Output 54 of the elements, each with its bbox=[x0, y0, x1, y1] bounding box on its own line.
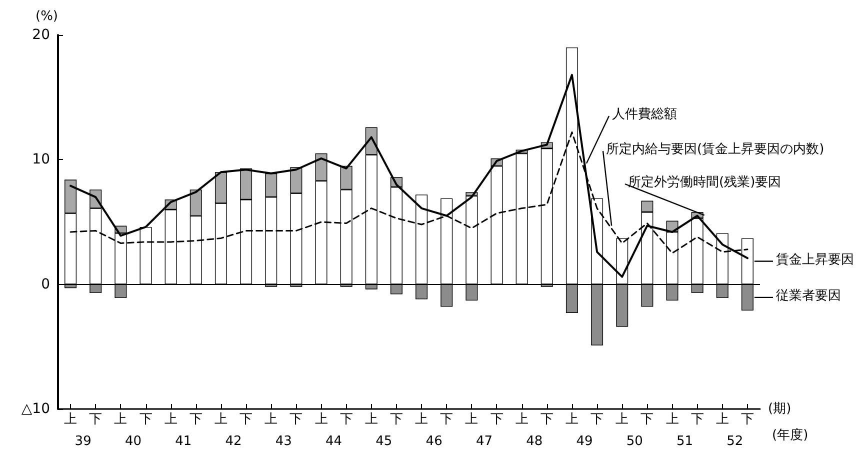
x-tick-label: 上 bbox=[716, 412, 729, 427]
y-tick-label: 20 bbox=[32, 27, 50, 43]
x-tick-label: 下 bbox=[189, 412, 202, 427]
x-tick-label: 下 bbox=[540, 412, 554, 427]
text: 48 bbox=[526, 434, 543, 449]
text: 50 bbox=[626, 434, 643, 449]
text: 人件費総額 bbox=[612, 107, 677, 122]
text: 44 bbox=[326, 434, 342, 449]
y-tick-label: △10 bbox=[21, 401, 50, 417]
legend-label: 賃金上昇要因 bbox=[776, 252, 854, 268]
text: 47 bbox=[476, 434, 492, 449]
text: 40 bbox=[124, 434, 142, 449]
x-tick-label: 下 bbox=[590, 412, 604, 427]
x-tick-label: 下 bbox=[640, 412, 654, 427]
x-tick-label: 下 bbox=[340, 412, 353, 427]
x-tick-label: 上 bbox=[616, 412, 629, 427]
x-tick-label: 下 bbox=[390, 412, 403, 427]
x-tick-label: 上 bbox=[314, 412, 328, 427]
x-tick-label: 上 bbox=[214, 412, 228, 427]
x-tick-label: 下 bbox=[690, 412, 704, 427]
y-axis-title: (%) bbox=[36, 9, 58, 24]
x-tick-label: 上 bbox=[364, 412, 378, 427]
text: 51 bbox=[676, 434, 694, 449]
text: 52 bbox=[726, 434, 744, 449]
x-axis-title: (期) bbox=[768, 402, 792, 416]
x-tick-label: 上 bbox=[415, 412, 428, 427]
text: 46 bbox=[426, 434, 442, 449]
text: 43 bbox=[275, 434, 292, 449]
x-tick-label: 上 bbox=[515, 412, 528, 427]
legend-label: 従業者要因 bbox=[776, 288, 841, 304]
x-tick-label: 下 bbox=[139, 412, 152, 427]
x-tick-label: 上 bbox=[64, 412, 78, 427]
x-tick-label: 上 bbox=[565, 412, 578, 427]
x-tick-label: 下 bbox=[240, 412, 253, 427]
y-tick-label: 10 bbox=[32, 152, 50, 168]
series-label: 所定内給与要因(賃金上昇要因の内数) bbox=[606, 142, 824, 157]
text: (年度) bbox=[772, 427, 808, 443]
x-tick-label: 上 bbox=[164, 412, 178, 427]
x-tick-label: 上 bbox=[465, 412, 478, 427]
text: 39 bbox=[74, 434, 92, 449]
text: 42 bbox=[225, 434, 242, 449]
x-tick-label: 下 bbox=[290, 412, 303, 427]
series-label: 所定外労働時間(残業)要因 bbox=[628, 175, 782, 190]
x-tick-label: 上 bbox=[114, 412, 128, 427]
text: 41 bbox=[175, 434, 192, 449]
text: 45 bbox=[376, 434, 392, 449]
text: 49 bbox=[576, 434, 593, 449]
x-tick-label: 下 bbox=[490, 412, 504, 427]
x-tick-label: 上 bbox=[264, 412, 278, 427]
x-tick-label: 上 bbox=[666, 412, 679, 427]
y-tick-label: 0 bbox=[41, 276, 50, 292]
x-tick-label: 下 bbox=[89, 412, 102, 427]
x-tick-label: 下 bbox=[740, 412, 754, 427]
x-tick-label: 下 bbox=[440, 412, 454, 427]
